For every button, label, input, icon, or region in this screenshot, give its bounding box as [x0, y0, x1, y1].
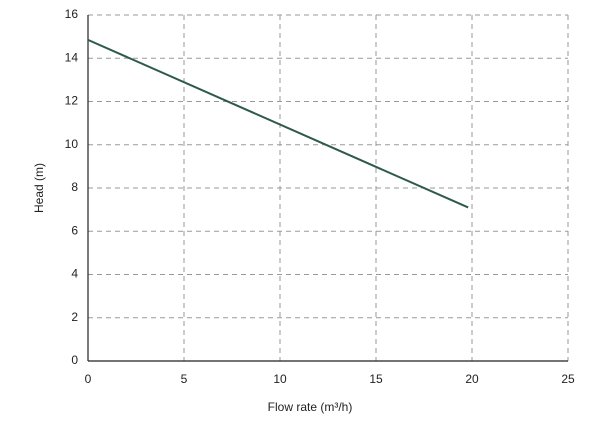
- y-tick-label: 2: [71, 310, 78, 324]
- y-tick-label: 14: [65, 50, 79, 64]
- y-tick-label: 8: [71, 180, 78, 194]
- y-axis-label: Head (m): [32, 163, 46, 213]
- x-tick-label: 15: [369, 372, 383, 386]
- x-tick-label: 10: [273, 372, 287, 386]
- x-axis-label: Flow rate (m³/h): [268, 400, 353, 414]
- x-tick-label: 25: [561, 372, 575, 386]
- y-tick-label: 12: [65, 94, 79, 108]
- x-tick-label: 5: [181, 372, 188, 386]
- y-tick-label: 6: [71, 223, 78, 237]
- y-tick-label: 10: [65, 137, 79, 151]
- y-tick-label: 16: [65, 7, 79, 21]
- x-tick-label: 0: [85, 372, 92, 386]
- y-tick-label: 0: [71, 353, 78, 367]
- y-tick-label: 4: [71, 267, 78, 281]
- x-tick-label: 20: [465, 372, 479, 386]
- line-series: [87, 38, 469, 209]
